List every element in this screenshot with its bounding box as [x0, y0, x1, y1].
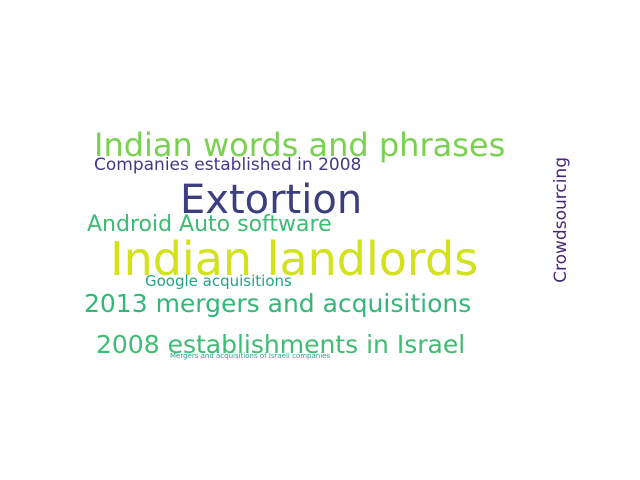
word-indian-landlords: Indian landlords	[110, 232, 479, 286]
word-companies-established-in-2008: Companies established in 2008	[94, 155, 362, 175]
word-2013-mergers-and-acquisitions: 2013 mergers and acquisitions	[84, 289, 472, 318]
word-crowdsourcing: Crowdsourcing	[551, 157, 571, 283]
word-indian-words-and-phrases: Indian words and phrases	[94, 126, 506, 164]
word-2008-establishments-in-israel: 2008 establishments in Israel	[96, 330, 466, 359]
word-mergers-and-acquisitions-of-israeli-companies: Mergers and acquisitions of Israeli comp…	[170, 352, 331, 360]
word-android-auto-software: Android Auto software	[87, 212, 332, 237]
word-google-acquisitions: Google acquisitions	[145, 272, 292, 290]
word-extortion: Extortion	[180, 177, 363, 223]
